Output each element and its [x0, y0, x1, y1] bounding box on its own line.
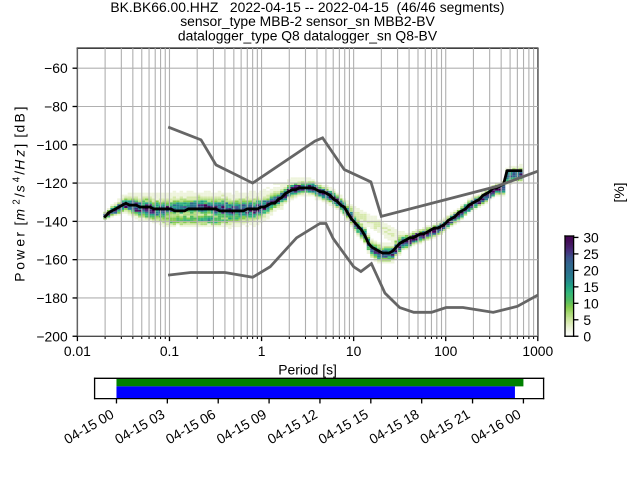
svg-text:−120: −120	[36, 175, 68, 191]
svg-text:−200: −200	[36, 328, 68, 344]
svg-text:−160: −160	[36, 252, 68, 268]
svg-text:−60: −60	[44, 60, 68, 76]
svg-text:1000: 1000	[522, 343, 553, 359]
svg-text:25: 25	[583, 246, 599, 262]
svg-text:100: 100	[434, 343, 457, 359]
svg-text:[%]: [%]	[611, 182, 627, 202]
svg-text:10: 10	[583, 295, 599, 311]
svg-text:−180: −180	[36, 290, 68, 306]
svg-text:sensor_type MBB-2 sensor_sn MB: sensor_type MBB-2 sensor_sn MBB2-BV	[180, 13, 435, 29]
svg-text:BK.BK66.00.HHZ 2022-04-15 --: BK.BK66.00.HHZ 2022-04-15 -- 2022-04-15 …	[110, 0, 504, 15]
svg-text:5: 5	[583, 312, 591, 328]
svg-text:0: 0	[583, 328, 591, 344]
svg-text:−80: −80	[44, 99, 68, 115]
svg-text:0.01: 0.01	[64, 343, 91, 359]
svg-text:30: 30	[583, 229, 599, 245]
svg-text:15: 15	[583, 279, 599, 295]
svg-text:20: 20	[583, 262, 599, 278]
svg-text:Period [s]: Period [s]	[278, 362, 337, 378]
svg-text:1: 1	[258, 343, 266, 359]
svg-text:datalogger_type Q8 datalogger_: datalogger_type Q8 datalogger_sn Q8-BV	[178, 27, 438, 43]
svg-text:−100: −100	[36, 137, 68, 153]
svg-text:0.1: 0.1	[160, 343, 180, 359]
svg-text:−140: −140	[36, 213, 68, 229]
svg-text:P o w e: P o w e r [ / / ] [ d B ] m s H z 2 4	[0, 57, 30, 282]
svg-text:10: 10	[346, 343, 362, 359]
